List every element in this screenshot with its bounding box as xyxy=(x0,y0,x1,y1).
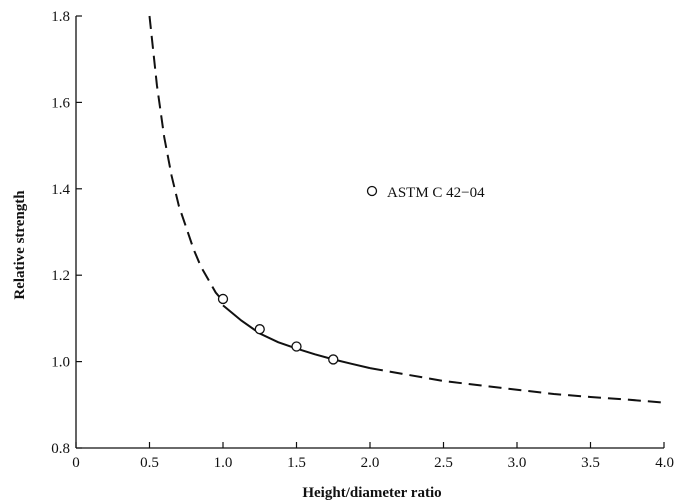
data-point xyxy=(254,324,265,335)
legend-marker-circle xyxy=(366,185,378,197)
y-tick-label: 1.0 xyxy=(51,355,70,371)
x-tick-label: 1.0 xyxy=(214,455,233,471)
x-tick-label: 3.5 xyxy=(581,455,600,471)
curve-dashed-segment xyxy=(148,15,224,302)
data-point xyxy=(217,293,229,305)
legend-label: ASTM C 42−04 xyxy=(387,185,485,201)
y-tick-label: 1.2 xyxy=(51,268,70,284)
x-tick-label: 3.0 xyxy=(508,455,527,471)
x-tick-label: 0 xyxy=(72,455,80,471)
x-tick-label: 1.5 xyxy=(287,455,306,471)
x-tick-label: 0.5 xyxy=(140,455,159,471)
x-tick-label: 4.0 xyxy=(655,455,674,471)
plot-area: 0 0.5 1.0 1.5 2.0 2.5 3.0 3.5 4.0 0.8 1.0 1.2 1.4 1.… xyxy=(51,9,674,471)
y-axis-ticks: 0.8 1.0 1.2 1.4 1.6 1.8 xyxy=(51,9,82,457)
fitted-curve xyxy=(148,15,665,404)
y-tick-label: 1.6 xyxy=(51,95,70,111)
y-tick-label: 0.8 xyxy=(51,441,70,457)
x-axis-title: Height/diameter ratio xyxy=(302,485,441,501)
legend: ASTM C 42−04 xyxy=(366,185,485,201)
y-tick-label: 1.4 xyxy=(51,182,70,198)
x-axis-ticks: 0 0.5 1.0 1.5 2.0 2.5 3.0 3.5 4.0 xyxy=(72,442,674,471)
x-tick-label: 2.0 xyxy=(361,455,380,471)
y-axis-title: Relative strength xyxy=(12,190,28,300)
curve-dashed-segment xyxy=(369,367,665,404)
y-tick-label: 1.8 xyxy=(51,9,70,25)
data-points xyxy=(217,293,339,365)
data-point xyxy=(291,341,302,352)
x-tick-label: 2.5 xyxy=(434,455,453,471)
data-point xyxy=(328,354,339,365)
curve-solid-segment xyxy=(222,304,371,370)
